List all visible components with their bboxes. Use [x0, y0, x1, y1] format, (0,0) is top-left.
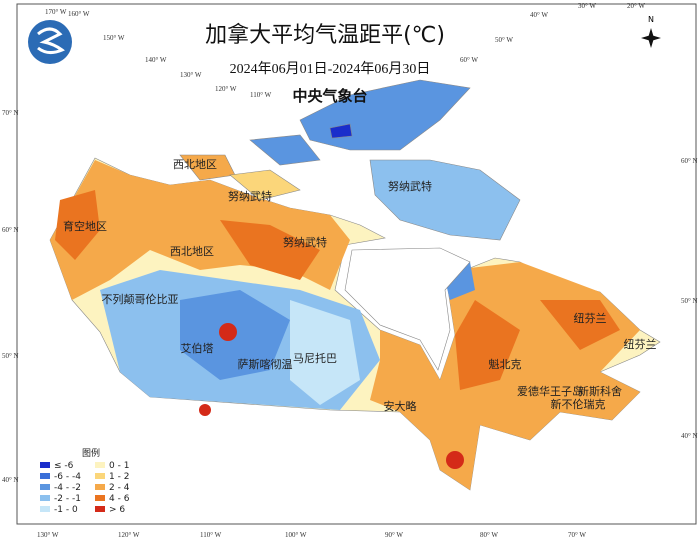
legend-swatch: [95, 484, 105, 490]
lon-label: 170° W: [45, 8, 67, 16]
legend-label: -1 - 0: [54, 505, 78, 515]
legend-swatch: [40, 484, 50, 490]
lon-label: 150° W: [103, 34, 125, 42]
hudson-bay: [344, 247, 471, 371]
lat-label: 50° N: [681, 297, 698, 305]
legend-swatch: [40, 495, 50, 501]
date-range: 2024年06月01日-2024年06月30日: [230, 61, 431, 77]
region-label: 爱德华王子岛: [517, 384, 583, 398]
lon-label: 120° W: [118, 531, 140, 539]
region-label: 萨斯喀彻温: [238, 358, 293, 371]
lon-label: 40° W: [530, 11, 548, 19]
lon-label: 160° W: [68, 10, 90, 18]
region-label: 新不伦瑞克: [551, 397, 606, 411]
region-label: 努纳武特: [388, 179, 432, 193]
lon-label: 20° W: [627, 2, 645, 10]
agency: 中央气象台: [292, 87, 367, 105]
region-label: 新斯科舍: [578, 384, 622, 398]
islands: [179, 79, 521, 241]
legend-label: -4 - -2: [54, 483, 81, 493]
lon-label: 80° W: [480, 531, 498, 539]
legend-swatch: [95, 473, 105, 479]
legend-label: 0 - 1: [109, 461, 129, 471]
region-label: 努纳武特: [283, 235, 327, 249]
lon-label: 120° W: [215, 85, 237, 93]
compass: N: [641, 15, 661, 48]
lon-label: 70° W: [568, 531, 586, 539]
lon-label: 110° W: [200, 531, 222, 539]
region-label: 纽芬兰: [574, 311, 607, 325]
region-label: 安大略: [384, 399, 417, 413]
lat-label: 40° N: [2, 476, 19, 484]
region-label: 纽芬兰: [624, 337, 657, 351]
lon-label: 140° W: [145, 56, 167, 64]
lon-label: 30° W: [578, 2, 596, 10]
legend-swatch: [40, 506, 50, 512]
legend-label: 2 - 4: [109, 483, 130, 493]
region-label: 魁北克: [489, 357, 522, 371]
lon-label: 60° W: [460, 56, 478, 64]
lon-label: 90° W: [385, 531, 403, 539]
title: 加拿大平均气温距平(℃): [205, 22, 445, 48]
legend-swatch: [40, 473, 50, 479]
legend-label: -2 - -1: [54, 494, 81, 504]
legend-label: 1 - 2: [109, 472, 129, 482]
compass-label: N: [648, 15, 654, 24]
anomaly-fill: [50, 160, 640, 490]
lon-label: 50° W: [495, 36, 513, 44]
legend-swatch: [95, 506, 105, 512]
lat-label: 70° N: [2, 109, 19, 117]
region-label: 不列颠哥伦比亚: [102, 292, 179, 306]
lon-label: 130° W: [37, 531, 59, 539]
logo: [28, 20, 72, 64]
legend-title: 图例: [82, 447, 100, 459]
lat-label: 40° N: [681, 432, 698, 440]
legend-label: > 6: [109, 505, 125, 515]
legend-label: -6 - -4: [54, 472, 81, 482]
region-label: 马尼托巴: [293, 351, 337, 365]
legend-label: 4 - 6: [109, 494, 130, 504]
legend-swatch: [95, 495, 105, 501]
region-label: 西北地区: [173, 158, 217, 171]
legend-swatch: [40, 462, 50, 468]
region-label: 努纳武特: [228, 189, 272, 203]
legend-label: ≤ -6: [54, 461, 74, 471]
region-label: 西北地区: [170, 245, 214, 258]
lon-label: 110° W: [250, 91, 272, 99]
lon-label: 100° W: [285, 531, 307, 539]
lon-label: 130° W: [180, 71, 202, 79]
legend-swatch: [95, 462, 105, 468]
region-label: 育空地区: [63, 219, 107, 233]
lat-label: 60° N: [2, 226, 19, 234]
region-label: 艾伯塔: [181, 341, 214, 355]
lat-label: 60° N: [681, 157, 698, 165]
lat-label: 50° N: [2, 352, 19, 360]
